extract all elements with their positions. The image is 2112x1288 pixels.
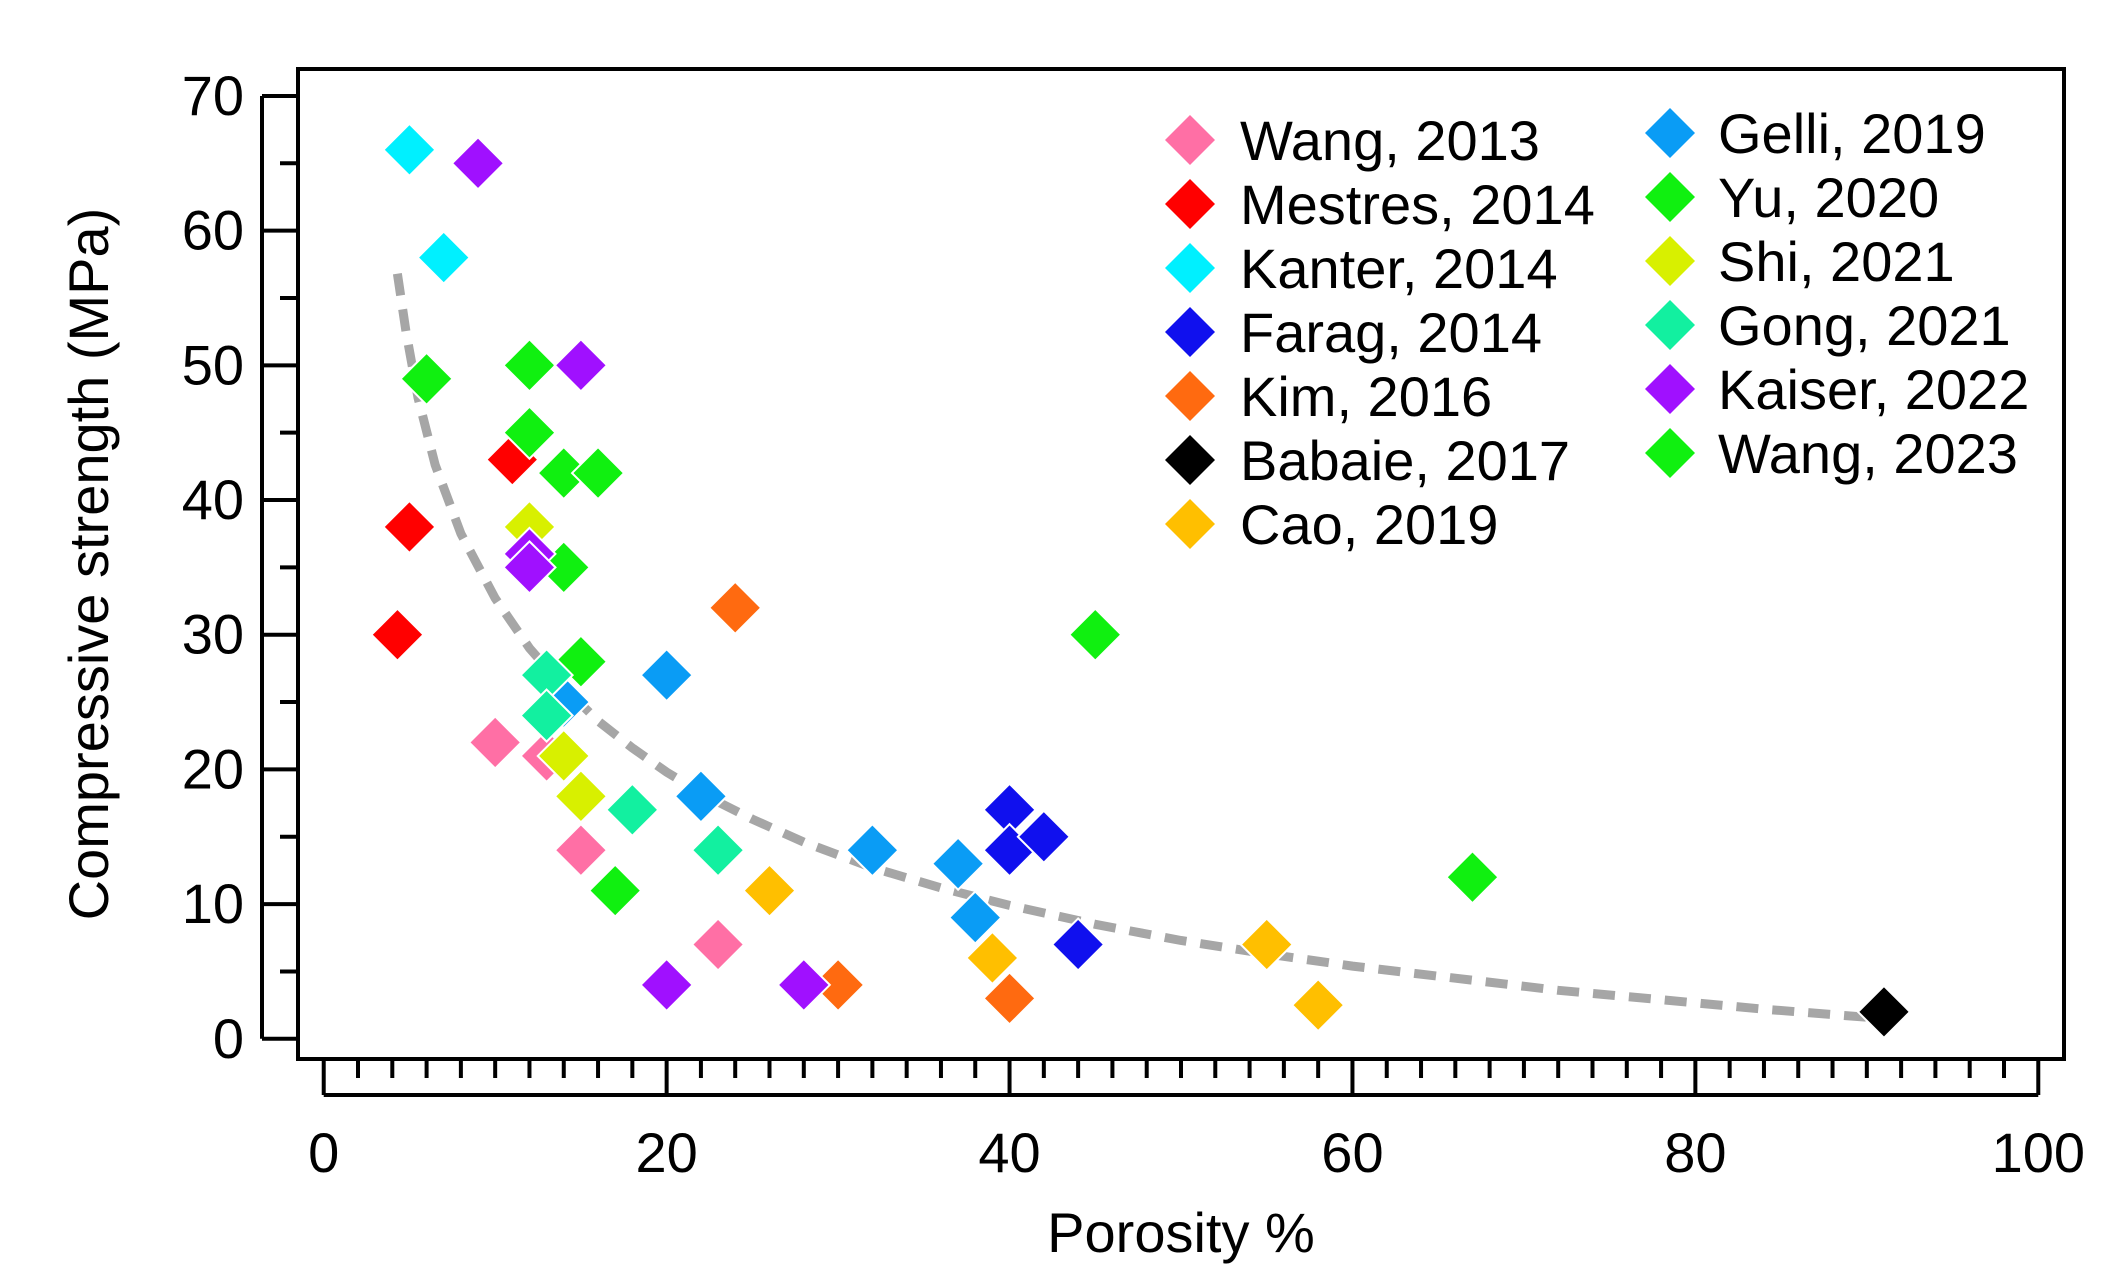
- point-gong-2021: [519, 688, 575, 743]
- point-shi-2021: [536, 728, 592, 784]
- point-gelli-2019: [930, 836, 986, 892]
- y-tick-label: 0: [213, 1007, 244, 1070]
- point-farag-2014: [1050, 917, 1106, 972]
- x-tick-label: 60: [1321, 1121, 1383, 1184]
- legend-label-kanter-2014: Kanter, 2014: [1240, 237, 1558, 300]
- legend-label-wang-2013: Wang, 2013: [1240, 109, 1540, 172]
- legend-marker-kim-2016: [1165, 371, 1215, 421]
- legend-marker-shi-2021: [1645, 236, 1695, 286]
- point-kaiser-2022: [639, 957, 695, 1013]
- legend-marker-wang-2013: [1165, 115, 1215, 165]
- x-tick-label: 100: [1992, 1121, 2085, 1184]
- point-cao-2019: [1290, 977, 1346, 1033]
- x-tick-label: 20: [635, 1121, 697, 1184]
- point-yu-2020: [570, 445, 626, 501]
- x-tick-label: 40: [978, 1121, 1040, 1184]
- point-farag-2014: [1016, 809, 1072, 865]
- legend-label-shi-2021: Shi, 2021: [1718, 230, 1955, 293]
- point-yu-2020: [1067, 607, 1123, 663]
- y-tick-label: 30: [182, 603, 244, 666]
- point-babaie-2017: [1856, 984, 1912, 1040]
- y-tick-label: 70: [182, 64, 244, 127]
- point-gelli-2019: [639, 647, 695, 703]
- point-cao-2019: [1239, 917, 1295, 972]
- legend-marker-gong-2021: [1645, 300, 1695, 350]
- legend-label-cao-2019: Cao, 2019: [1240, 493, 1498, 556]
- legend-label-mestres-2014: Mestres, 2014: [1240, 173, 1595, 236]
- legend-label-gelli-2019: Gelli, 2019: [1718, 102, 1986, 165]
- legend-label-wang-2023: Wang, 2023: [1718, 422, 2018, 485]
- point-gelli-2019: [947, 890, 1003, 945]
- x-tick-label: 0: [308, 1121, 339, 1184]
- point-kim-2016: [707, 580, 763, 636]
- x-tick-label: 80: [1664, 1121, 1726, 1184]
- point-wang-2023: [1445, 849, 1500, 905]
- point-kanter-2014: [416, 230, 472, 285]
- point-kaiser-2022: [450, 135, 506, 191]
- legend-label-babaie-2017: Babaie, 2017: [1240, 429, 1570, 492]
- point-yu-2020: [587, 863, 643, 919]
- point-yu-2020: [502, 337, 557, 393]
- legend-marker-farag-2014: [1165, 307, 1215, 357]
- point-wang-2013: [467, 715, 523, 770]
- legend-label-kim-2016: Kim, 2016: [1240, 365, 1492, 428]
- point-mestres-2014: [382, 499, 437, 555]
- legend-marker-mestres-2014: [1165, 179, 1215, 229]
- legend-marker-gelli-2019: [1645, 108, 1695, 158]
- legend-marker-cao-2019: [1165, 499, 1215, 549]
- legend-marker-kaiser-2022: [1645, 364, 1695, 414]
- point-yu-2020: [399, 351, 455, 407]
- y-tick-label: 50: [182, 333, 244, 396]
- legend-label-kaiser-2022: Kaiser, 2022: [1718, 358, 2029, 421]
- point-gelli-2019: [673, 768, 729, 824]
- legend-marker-wang-2023: [1645, 428, 1695, 478]
- point-wang-2013: [553, 822, 609, 878]
- y-tick-label: 40: [182, 468, 244, 531]
- legend-label-yu-2020: Yu, 2020: [1718, 166, 1939, 229]
- legend-label-farag-2014: Farag, 2014: [1240, 301, 1542, 364]
- y-tick-label: 10: [182, 872, 244, 935]
- point-shi-2021: [553, 768, 609, 824]
- point-kaiser-2022: [776, 957, 832, 1013]
- legend-marker-babaie-2017: [1165, 435, 1215, 485]
- point-cao-2019: [964, 930, 1020, 986]
- point-kaiser-2022: [502, 539, 557, 595]
- x-axis-title: Porosity %: [1047, 1201, 1315, 1264]
- point-wang-2013: [690, 917, 746, 972]
- point-gong-2021: [690, 822, 746, 878]
- legend-label-gong-2021: Gong, 2021: [1718, 294, 2011, 357]
- point-gong-2021: [604, 782, 660, 838]
- y-tick-label: 60: [182, 199, 244, 262]
- point-yu-2020: [502, 405, 557, 461]
- point-kanter-2014: [382, 122, 437, 178]
- point-mestres-2014: [370, 607, 425, 663]
- legend-marker-yu-2020: [1645, 172, 1695, 222]
- y-tick-label: 20: [182, 737, 244, 800]
- legend-marker-kanter-2014: [1165, 243, 1215, 293]
- point-gelli-2019: [844, 822, 900, 878]
- axes-layer: 0 10 20 30 40 50 60 70 0 20 40 60 80 100: [182, 64, 2085, 1184]
- points-layer: [370, 122, 1912, 1040]
- point-kim-2016: [982, 970, 1037, 1026]
- y-axis-title: Compressive strength (MPa): [57, 208, 120, 921]
- point-cao-2019: [742, 863, 797, 919]
- point-kaiser-2022: [553, 337, 609, 393]
